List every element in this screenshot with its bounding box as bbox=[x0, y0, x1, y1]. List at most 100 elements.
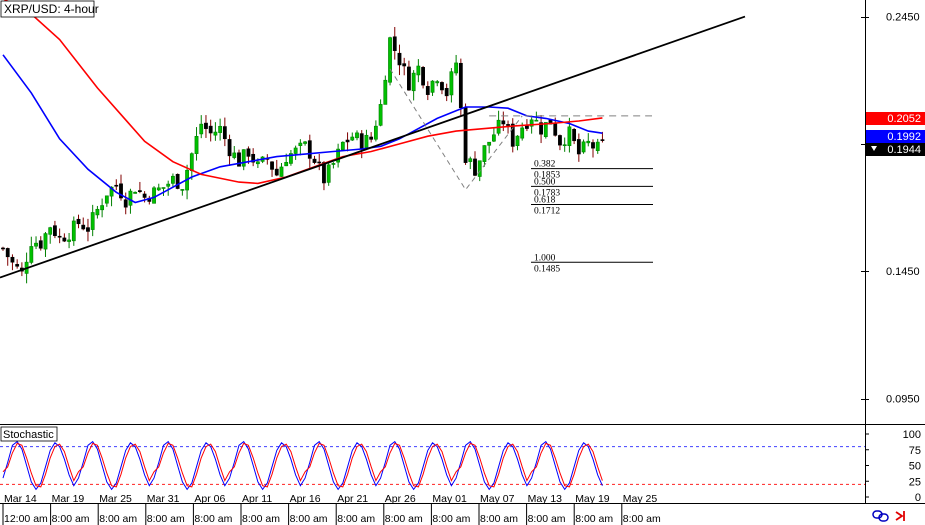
candle bbox=[71, 216, 76, 246]
candle bbox=[123, 192, 128, 215]
trendline bbox=[0, 15, 746, 279]
candle-body bbox=[232, 152, 237, 158]
candle bbox=[576, 133, 581, 162]
candle-body bbox=[279, 166, 284, 177]
candle-body bbox=[204, 122, 208, 129]
x-sublabel: 8:00 am bbox=[52, 513, 90, 525]
candle bbox=[171, 173, 175, 188]
candle bbox=[57, 228, 62, 244]
candle-body bbox=[407, 66, 411, 91]
candle-body bbox=[38, 240, 43, 249]
candle-body bbox=[166, 183, 171, 187]
candle-body bbox=[543, 122, 548, 138]
candle-body bbox=[133, 191, 138, 194]
candle bbox=[425, 81, 430, 101]
candle-body bbox=[449, 71, 454, 96]
candle-body bbox=[397, 52, 402, 66]
candle-body bbox=[1, 247, 5, 250]
candle-body bbox=[458, 62, 463, 109]
candle bbox=[166, 180, 171, 196]
candle bbox=[388, 36, 392, 86]
candle bbox=[586, 133, 591, 147]
candle-body bbox=[34, 242, 38, 247]
candle bbox=[180, 189, 185, 196]
x-sublabel: 8:00 am bbox=[528, 513, 566, 525]
x-sublabel: 8:00 am bbox=[575, 513, 613, 525]
candle-body bbox=[355, 132, 359, 139]
arrow-icon[interactable] bbox=[895, 511, 905, 521]
candle-body bbox=[416, 65, 421, 76]
candle-body bbox=[444, 88, 449, 97]
zigzag-line bbox=[389, 68, 523, 191]
candle bbox=[100, 198, 105, 218]
candle-body bbox=[576, 139, 581, 155]
x-sublabel: 8:00 am bbox=[99, 513, 137, 525]
candle bbox=[383, 75, 388, 105]
candle-body bbox=[303, 141, 307, 144]
candle bbox=[175, 173, 180, 190]
x-tick-label: May 13 bbox=[528, 493, 563, 505]
candle bbox=[119, 174, 123, 201]
candle-body bbox=[15, 264, 20, 267]
candle bbox=[421, 66, 425, 89]
candle-body bbox=[100, 205, 105, 211]
x-sublabel: 8:00 am bbox=[480, 513, 518, 525]
candle-body bbox=[378, 104, 383, 126]
candle bbox=[591, 139, 595, 158]
candle-body bbox=[331, 163, 336, 165]
candle-body bbox=[29, 246, 34, 263]
candle-body bbox=[369, 136, 374, 140]
candle bbox=[444, 83, 449, 102]
candle-body bbox=[336, 148, 341, 163]
candle-body bbox=[440, 82, 444, 91]
link-icon[interactable] bbox=[872, 510, 889, 522]
candle-body bbox=[392, 36, 397, 51]
y-tick-label: 0.2450 bbox=[886, 12, 920, 24]
candle bbox=[600, 131, 605, 143]
candle-body bbox=[227, 139, 232, 157]
candle bbox=[213, 122, 218, 141]
fib-price-label: 0.1485 bbox=[534, 264, 560, 274]
x-sublabel: 8:00 am bbox=[194, 513, 232, 525]
stochastic-title-box bbox=[0, 426, 58, 442]
candle-body bbox=[241, 149, 246, 167]
candle bbox=[463, 103, 468, 165]
x-tick-label: May 19 bbox=[575, 493, 610, 505]
candle bbox=[336, 143, 341, 168]
candle-body bbox=[128, 190, 133, 206]
candle-body bbox=[293, 147, 298, 154]
candle-body bbox=[600, 139, 605, 141]
candle bbox=[109, 186, 114, 207]
candle bbox=[241, 149, 246, 171]
x-tick-label: Apr 21 bbox=[337, 493, 368, 505]
candle bbox=[435, 80, 440, 87]
x-sublabel: 8:00 am bbox=[337, 513, 375, 525]
candle-body bbox=[373, 125, 378, 140]
price-badge bbox=[866, 112, 925, 125]
candle bbox=[29, 236, 34, 265]
price-badge-label: 0.1944 bbox=[887, 144, 921, 156]
osc-tick-label: 100 bbox=[903, 429, 921, 441]
candle bbox=[53, 220, 57, 239]
y-tick-label: 0.1450 bbox=[886, 266, 920, 278]
candle-body bbox=[5, 248, 10, 258]
candle bbox=[289, 149, 293, 166]
candle bbox=[194, 127, 199, 161]
x-tick-label: May 07 bbox=[480, 493, 515, 505]
candle-body bbox=[567, 126, 572, 147]
candle-body bbox=[572, 129, 577, 142]
candle bbox=[62, 233, 67, 243]
candle bbox=[76, 214, 81, 229]
candle-body bbox=[175, 173, 180, 189]
candle-body bbox=[218, 125, 223, 133]
candle-body bbox=[86, 227, 90, 232]
candle bbox=[48, 226, 53, 244]
candle-body bbox=[468, 158, 473, 162]
candle bbox=[199, 115, 204, 139]
fib-price-label: 0.1712 bbox=[534, 206, 560, 216]
fib-ratio-label: 0.500 bbox=[534, 177, 556, 187]
candle-body bbox=[317, 161, 322, 164]
candle bbox=[114, 179, 119, 191]
